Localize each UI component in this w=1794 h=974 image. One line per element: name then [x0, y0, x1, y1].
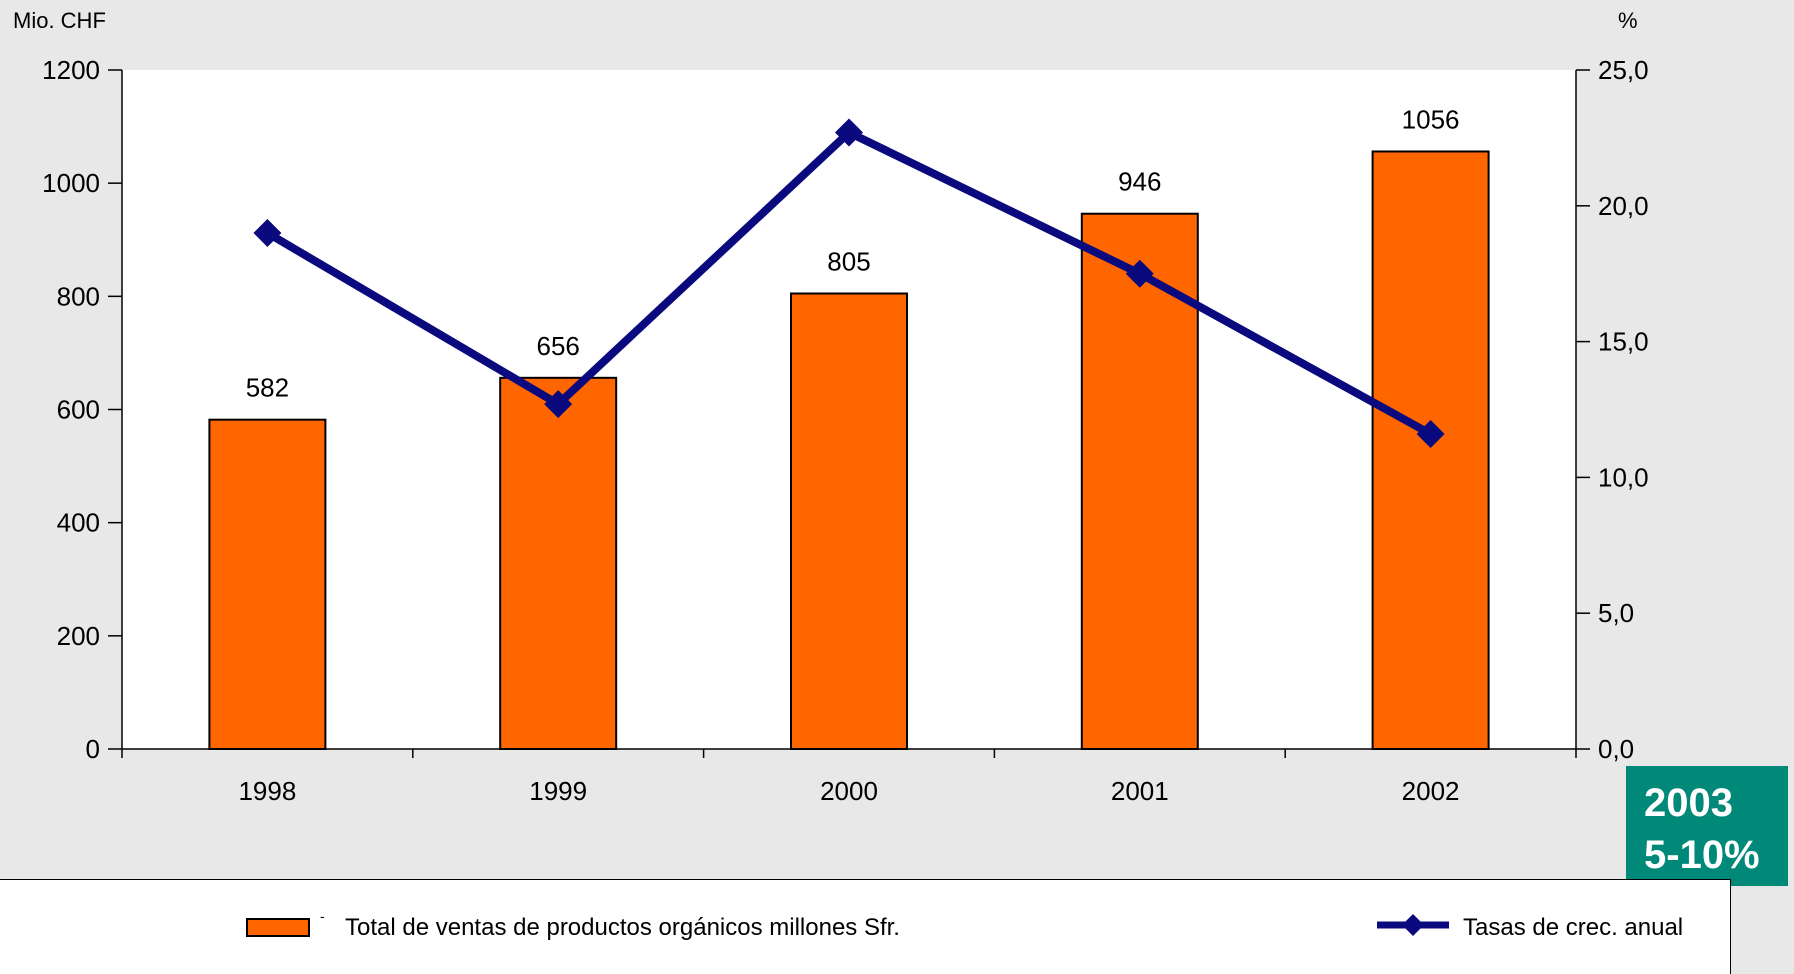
growth-rate-point [1125, 259, 1154, 288]
legend-bar-swatch [246, 918, 310, 937]
bar [1371, 150, 1490, 751]
callout-range: 5-10% [1644, 833, 1760, 877]
bar [790, 292, 908, 750]
legend: - Total de ventas de productos orgánicos… [0, 879, 1731, 974]
left-axis-tick-label: 400 [57, 508, 100, 538]
x-axis-tick-label: 2002 [1402, 776, 1460, 806]
x-axis-tick-label: 2001 [1111, 776, 1169, 806]
right-axis-tick-label: 20,0 [1598, 191, 1649, 221]
legend-line-label: Tasas de crec. anual [1463, 914, 1684, 941]
left-axis-tick-label: 600 [57, 395, 100, 425]
chart-svg: 0 200 400 600 800 1000 1200 0,0 5,0 10,0 15,0 20,0 2… [42, 55, 1649, 806]
bar-data-label: 656 [537, 331, 580, 361]
right-axis-tick-label: 0,0 [1598, 734, 1634, 764]
growth-rate-point [544, 390, 573, 419]
left-axis-tick-label: 200 [57, 621, 100, 651]
legend-line-icon [1377, 914, 1449, 936]
x-axis-tick-label: 2000 [820, 776, 878, 806]
bar-data-label: 582 [246, 373, 289, 403]
bar-data-label: 1056 [1402, 104, 1460, 134]
right-axis-tick-label: 10,0 [1598, 462, 1649, 492]
x-axis-tick-label: 1999 [529, 776, 587, 806]
left-axis-tick-label: 0 [86, 734, 100, 764]
legend-bar-marker: - [320, 908, 325, 924]
right-axis-tick-label: 25,0 [1598, 55, 1649, 85]
bar-data-label: 805 [827, 247, 870, 277]
forecast-callout: 2003 5-10% [1626, 766, 1788, 886]
left-axis-tick-label: 1200 [42, 55, 100, 85]
left-axis-tick-label: 800 [57, 281, 100, 311]
left-axis-tick-label: 1000 [42, 168, 100, 198]
growth-rate-point [253, 218, 282, 247]
growth-rate-point [1416, 419, 1445, 448]
right-axis-tick-label: 15,0 [1598, 327, 1649, 357]
bar-data-label: 946 [1118, 167, 1161, 197]
legend-bar-label: Total de ventas de productos orgánicos m… [345, 914, 900, 941]
left-axis-unit: Mio. CHF [13, 8, 106, 33]
bar [499, 376, 618, 750]
growth-rate-point [835, 118, 863, 147]
callout-year: 2003 [1644, 781, 1733, 825]
bar [1080, 212, 1199, 750]
right-axis-unit: % [1618, 8, 1638, 33]
x-axis-tick-label: 1998 [238, 776, 296, 806]
right-axis-tick-label: 5,0 [1598, 598, 1634, 628]
bar [208, 418, 327, 750]
